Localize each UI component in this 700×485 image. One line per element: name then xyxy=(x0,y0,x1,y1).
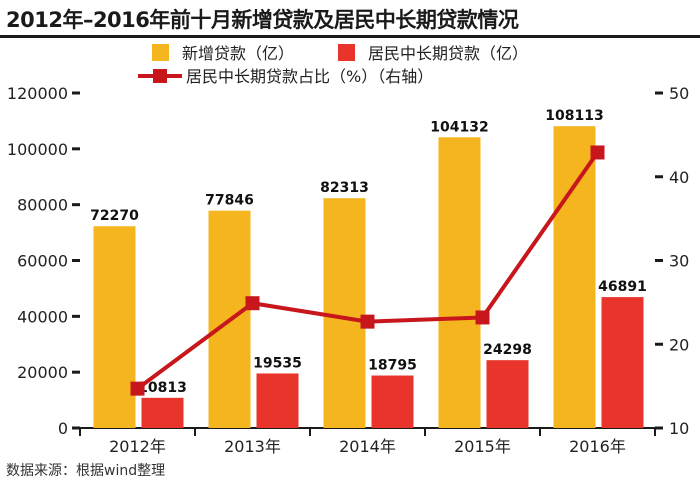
chart-title: 2012年–2016年前十月新增贷款及居民中长期贷款情况 xyxy=(6,8,519,32)
data-label-resident-loans: 10813 xyxy=(138,380,187,396)
x-category-label: 2014年 xyxy=(339,437,396,456)
y-right-tick-label: 40 xyxy=(669,168,689,187)
y-left-tick-label: 40000 xyxy=(17,307,68,326)
ratio-line-marker xyxy=(475,310,490,325)
data-label-new-loans: 72270 xyxy=(90,208,139,224)
bar-new-loans xyxy=(93,226,136,428)
data-label-new-loans: 77846 xyxy=(205,193,254,209)
x-category-label: 2012年 xyxy=(109,437,166,456)
y-left-tick-label: 120000 xyxy=(7,84,68,103)
y-right-tick-label: 10 xyxy=(669,419,689,438)
data-label-new-loans: 82313 xyxy=(320,180,369,196)
data-label-new-loans: 108113 xyxy=(545,108,603,124)
title-divider xyxy=(0,35,700,38)
legend-marker-ratio xyxy=(153,69,167,83)
bar-resident-loans xyxy=(601,297,644,428)
ratio-line-marker xyxy=(360,314,375,329)
y-left-tick-label: 20000 xyxy=(17,363,68,382)
x-category-label: 2016年 xyxy=(569,437,626,456)
bar-resident-loans xyxy=(141,397,184,428)
y-right-tick-label: 50 xyxy=(669,84,689,103)
bar-new-loans xyxy=(553,126,596,428)
x-category-label: 2013年 xyxy=(224,437,281,456)
bar-resident-loans xyxy=(371,375,414,428)
y-left-tick-label: 80000 xyxy=(17,196,68,215)
y-left-tick-label: 0 xyxy=(58,419,68,438)
bar-new-loans xyxy=(323,198,366,428)
data-label-resident-loans: 18795 xyxy=(368,358,417,374)
legend-label-ratio: 居民中长期贷款占比（%）（右轴） xyxy=(186,67,433,86)
legend-swatch-resident-loans xyxy=(338,44,355,61)
ratio-line-marker xyxy=(245,296,260,311)
y-left-tick-label: 100000 xyxy=(7,140,68,159)
legend-label-resident-loans: 居民中长期贷款（亿） xyxy=(368,44,528,63)
y-right-tick-label: 20 xyxy=(669,335,689,354)
data-label-new-loans: 104132 xyxy=(430,119,488,135)
source-note: 数据来源：根据wind整理 xyxy=(6,463,166,479)
bar-resident-loans xyxy=(256,373,299,428)
ratio-line-marker xyxy=(130,381,145,396)
data-label-resident-loans: 19535 xyxy=(253,355,302,371)
data-label-resident-loans: 46891 xyxy=(598,279,647,295)
y-left-tick-label: 60000 xyxy=(17,252,68,271)
legend-swatch-new-loans xyxy=(152,44,169,61)
bar-resident-loans xyxy=(486,360,529,428)
ratio-line-marker xyxy=(590,145,605,160)
y-right-tick-label: 30 xyxy=(669,252,689,271)
data-label-resident-loans: 24298 xyxy=(483,342,532,358)
bar-new-loans xyxy=(438,137,481,429)
legend-label-new-loans: 新增贷款（亿） xyxy=(182,44,294,63)
x-category-label: 2015年 xyxy=(454,437,511,456)
